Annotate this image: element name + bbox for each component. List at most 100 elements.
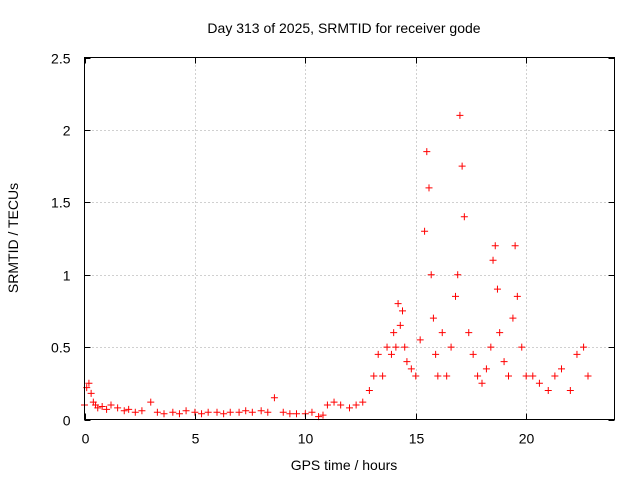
data-point <box>319 411 327 419</box>
data-point <box>493 285 501 293</box>
data-point <box>286 410 294 418</box>
data-point <box>182 407 190 415</box>
data-point <box>584 372 592 380</box>
data-point <box>443 372 451 380</box>
data-point <box>204 408 212 416</box>
data-point <box>279 408 287 416</box>
y-tick-label: 2 <box>63 123 71 139</box>
data-point <box>114 404 122 412</box>
data-point <box>580 343 588 351</box>
x-tick-label: 5 <box>192 431 200 447</box>
data-point <box>390 329 398 337</box>
data-series <box>81 111 592 421</box>
data-point <box>220 410 228 418</box>
data-point <box>489 256 497 264</box>
data-point <box>153 408 161 416</box>
data-point <box>98 402 106 410</box>
y-tick-label: 0 <box>63 413 71 429</box>
data-point <box>379 372 387 380</box>
chart-title: Day 313 of 2025, SRMTID for receiver god… <box>207 20 480 36</box>
data-point <box>551 372 559 380</box>
data-point <box>401 343 409 351</box>
data-point <box>359 398 367 406</box>
data-point <box>226 408 234 416</box>
data-point <box>103 405 111 413</box>
data-point <box>125 405 133 413</box>
data-point <box>513 292 521 300</box>
data-point <box>535 379 543 387</box>
data-point <box>487 343 495 351</box>
data-point <box>94 404 102 412</box>
data-point <box>138 407 146 415</box>
data-point <box>392 343 400 351</box>
data-point <box>558 365 565 373</box>
data-point <box>491 242 499 250</box>
data-point <box>175 410 183 418</box>
data-point <box>394 300 402 308</box>
data-point <box>456 111 464 119</box>
x-tick-label: 0 <box>82 431 90 447</box>
data-point <box>465 329 473 337</box>
data-point <box>447 343 455 351</box>
data-point <box>352 401 360 409</box>
data-point <box>425 184 433 192</box>
y-axis-label: SRMTID / TECUs <box>5 183 21 293</box>
data-point <box>87 389 95 397</box>
data-point <box>370 372 378 380</box>
data-point <box>458 162 466 170</box>
data-point <box>107 401 115 409</box>
y-tick-label: 1.5 <box>51 195 71 211</box>
data-point <box>469 350 477 358</box>
data-point <box>452 292 459 300</box>
data-point <box>403 358 411 366</box>
x-tick-label: 15 <box>409 431 425 447</box>
data-point <box>346 404 353 412</box>
data-point <box>264 408 272 416</box>
data-point <box>374 350 382 358</box>
data-point <box>566 387 574 395</box>
plot-frame <box>84 57 615 420</box>
data-point <box>383 343 391 351</box>
data-point <box>434 372 442 380</box>
data-point <box>529 372 537 380</box>
data-point <box>482 365 490 373</box>
data-point <box>416 336 424 344</box>
y-tick-label: 1 <box>63 268 71 284</box>
data-point <box>432 350 440 358</box>
data-point <box>474 372 482 380</box>
x-tick-label: 10 <box>298 431 314 447</box>
data-point <box>337 401 345 409</box>
data-point <box>399 307 406 315</box>
data-point <box>509 314 517 322</box>
data-point <box>423 148 431 156</box>
data-point <box>518 343 526 351</box>
data-point <box>257 407 265 415</box>
data-point <box>147 398 155 406</box>
data-point <box>235 408 243 416</box>
data-point <box>198 410 206 418</box>
data-point <box>330 398 338 406</box>
data-point <box>315 413 323 421</box>
data-point <box>496 329 504 337</box>
data-point <box>293 410 300 418</box>
data-point <box>511 242 519 250</box>
data-point <box>308 408 316 416</box>
data-point <box>544 387 552 395</box>
data-point <box>438 329 446 337</box>
grid <box>84 57 615 420</box>
data-point <box>427 271 435 279</box>
data-point <box>421 227 429 235</box>
data-point <box>160 410 168 418</box>
y-tick-label: 0.5 <box>51 340 71 356</box>
data-point <box>387 350 395 358</box>
data-point <box>412 372 420 380</box>
data-point <box>505 372 512 380</box>
data-point <box>191 408 199 416</box>
data-point <box>131 408 139 416</box>
y-tick-label: 2.5 <box>51 51 71 67</box>
data-point <box>454 271 462 279</box>
data-point <box>522 372 530 380</box>
data-point <box>323 401 331 409</box>
data-point <box>85 379 93 387</box>
data-point <box>365 387 373 395</box>
